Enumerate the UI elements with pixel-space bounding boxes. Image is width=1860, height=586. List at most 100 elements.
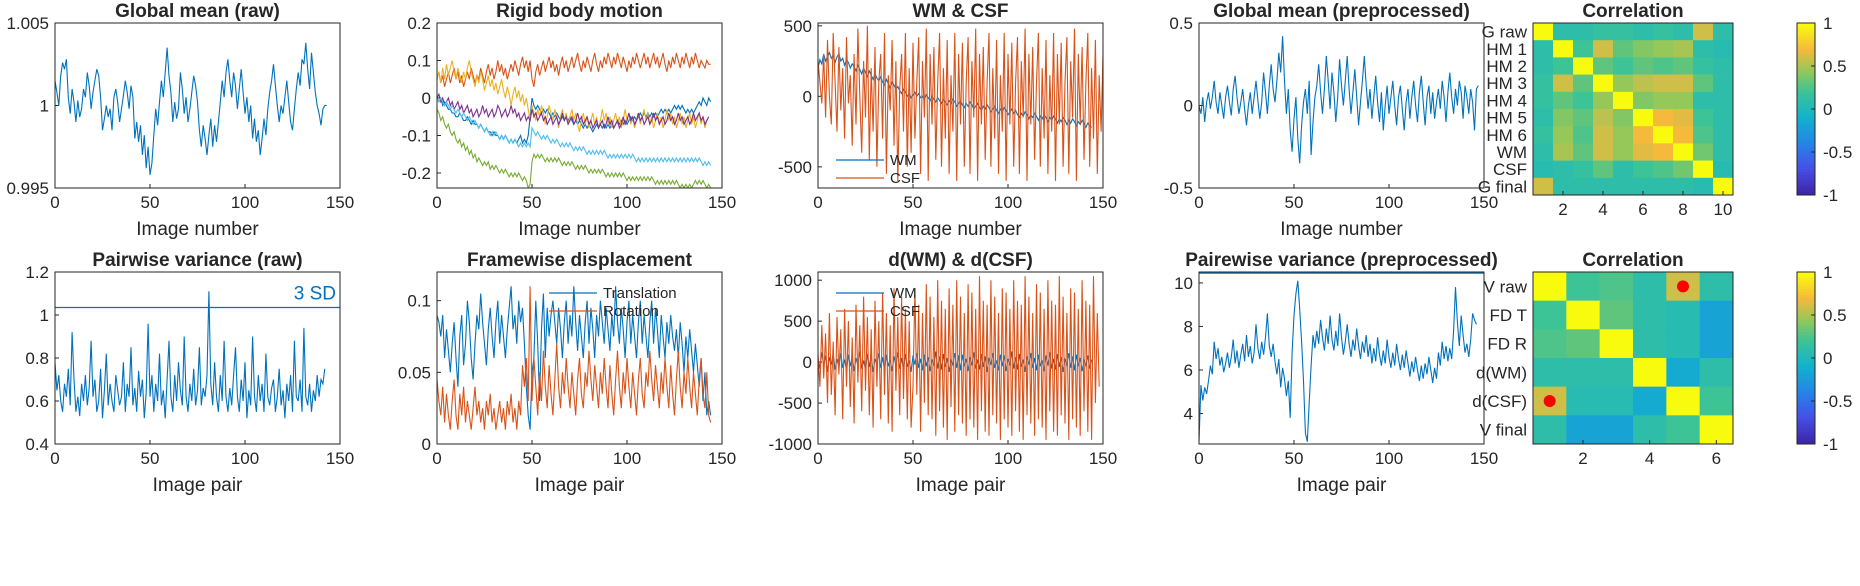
heatmap-cell bbox=[1693, 177, 1714, 196]
x-tick-label: 6 bbox=[1638, 200, 1647, 219]
heatmap-cell bbox=[1673, 40, 1694, 58]
x-axis-label: Image number bbox=[518, 219, 641, 240]
heatmap-cell bbox=[1573, 160, 1594, 179]
colorbar-segment bbox=[1797, 172, 1815, 176]
colorbar-segment bbox=[1797, 401, 1815, 405]
heatmap-cell bbox=[1666, 415, 1700, 445]
colorbar-segment bbox=[1797, 274, 1815, 279]
colorbar-segment bbox=[1797, 40, 1815, 44]
y-tick-label: 0.2 bbox=[407, 14, 431, 33]
heatmap-cell bbox=[1613, 160, 1634, 179]
heatmap-cell bbox=[1593, 126, 1614, 144]
series-line-5 bbox=[437, 96, 712, 167]
x-axis-label: Image pair bbox=[153, 475, 243, 496]
series-line-3 bbox=[437, 92, 710, 130]
heatmap-cell bbox=[1613, 74, 1634, 93]
row-label: HM 6 bbox=[1486, 126, 1527, 145]
colorbar-segment bbox=[1797, 68, 1815, 73]
x-tick-label: 2 bbox=[1578, 449, 1587, 468]
y-tick-label: 0.5 bbox=[1169, 14, 1193, 33]
colorbar-segment bbox=[1797, 23, 1815, 27]
heatmap-cell bbox=[1713, 126, 1734, 144]
legend-label: Translation bbox=[603, 285, 677, 302]
panel-gm_raw: Global mean (raw) 0 50 100 150 0.995 1 1.005 Ima… bbox=[6, 1, 354, 240]
heatmap-cell bbox=[1593, 109, 1614, 127]
colorbar-segment bbox=[1797, 294, 1815, 299]
x-tick-label: 0 bbox=[813, 449, 822, 468]
heatmap-cell bbox=[1713, 143, 1734, 161]
colorbar-segment bbox=[1797, 289, 1815, 293]
heatmap-cell bbox=[1693, 40, 1714, 58]
y-tick-label: -0.5 bbox=[1164, 179, 1193, 198]
axes-box bbox=[436, 22, 723, 189]
heatmap-cell bbox=[1633, 143, 1654, 161]
heatmap-cell bbox=[1673, 91, 1694, 110]
heatmap-cell bbox=[1533, 300, 1567, 330]
colorbar-segment bbox=[1797, 358, 1815, 362]
heatmap-cell bbox=[1653, 126, 1674, 144]
panel-title: Framewise displacement bbox=[467, 250, 693, 271]
heatmap-cell bbox=[1573, 57, 1594, 75]
axes-box bbox=[1532, 271, 1734, 445]
colorbar-segment bbox=[1797, 111, 1815, 116]
colorbar-segment bbox=[1797, 435, 1815, 439]
row-label: FD T bbox=[1490, 306, 1527, 325]
x-tick-label: 0 bbox=[1194, 193, 1203, 212]
panel-title: Correlation bbox=[1582, 250, 1683, 271]
colorbar-segment bbox=[1797, 31, 1815, 35]
x-tick-label: 50 bbox=[141, 193, 160, 212]
x-tick-label: 0 bbox=[432, 449, 441, 468]
colorbar-segment bbox=[1797, 280, 1815, 284]
x-tick-label: 150 bbox=[1470, 193, 1498, 212]
colorbar-segment bbox=[1797, 88, 1815, 93]
axes-box bbox=[1532, 22, 1734, 196]
heatmap-cell bbox=[1699, 415, 1734, 445]
axes-box bbox=[54, 22, 341, 189]
colorbar-tick-label: -1 bbox=[1823, 186, 1838, 205]
x-axis-label: Image number bbox=[136, 219, 259, 240]
colorbar-segment bbox=[1797, 25, 1815, 30]
heatmap-cell bbox=[1666, 386, 1700, 416]
x-tick-label: 50 bbox=[523, 193, 542, 212]
heatmap-cell bbox=[1553, 160, 1574, 179]
colorbar-segment bbox=[1797, 57, 1815, 61]
heatmap-cell bbox=[1693, 91, 1714, 110]
heatmap-cell bbox=[1599, 358, 1634, 387]
heatmap-cell bbox=[1599, 300, 1634, 330]
y-tick-label: 0 bbox=[422, 89, 431, 108]
x-tick-label: 100 bbox=[613, 193, 641, 212]
heatmap-cell bbox=[1673, 57, 1694, 75]
axes-box bbox=[1198, 22, 1485, 189]
heatmap-cell bbox=[1566, 358, 1600, 387]
heatmap-cell bbox=[1699, 329, 1734, 359]
heatmap-cell bbox=[1633, 57, 1654, 75]
y-tick-label: -1000 bbox=[769, 435, 812, 454]
row-label: HM 2 bbox=[1486, 57, 1527, 76]
x-tick-label: 100 bbox=[994, 193, 1022, 212]
colorbar-segment bbox=[1797, 335, 1815, 339]
x-tick-label: 150 bbox=[326, 449, 354, 468]
x-axis-label: Image pair bbox=[535, 475, 625, 496]
y-tick-label: 1 bbox=[40, 97, 49, 116]
heatmap-cell bbox=[1533, 40, 1554, 58]
heatmap-cell bbox=[1699, 272, 1734, 301]
heatmap-cell bbox=[1599, 386, 1634, 416]
heatmap-cell bbox=[1673, 143, 1694, 161]
significance-marker bbox=[1543, 395, 1556, 407]
row-label: CSF bbox=[1493, 160, 1527, 179]
y-tick-label: 1.2 bbox=[25, 263, 49, 282]
colorbar-segment bbox=[1797, 389, 1815, 393]
colorbar-segment bbox=[1797, 94, 1815, 98]
heatmap-cell bbox=[1533, 126, 1554, 144]
series-line-2 bbox=[437, 60, 710, 132]
row-label: FD R bbox=[1487, 335, 1527, 354]
colorbar-segment bbox=[1797, 137, 1815, 141]
colorbar-segment bbox=[1797, 366, 1815, 370]
heatmap-cell bbox=[1533, 272, 1567, 301]
x-tick-label: 2 bbox=[1558, 200, 1567, 219]
colorbar-segment bbox=[1797, 143, 1815, 147]
heatmap-cell bbox=[1553, 40, 1574, 58]
heatmap-cell bbox=[1633, 109, 1654, 127]
heatmap-cell bbox=[1633, 415, 1667, 445]
